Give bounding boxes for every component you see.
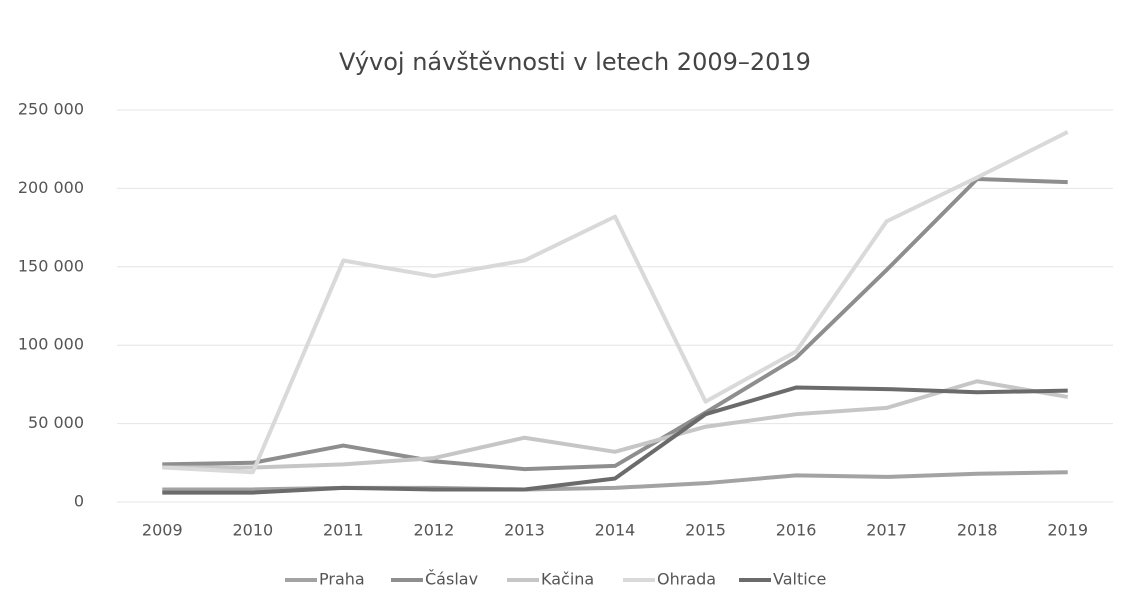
chart-title: Vývoj návštěvnosti v letech 2009–2019 [339,48,811,76]
legend-label: Kačina [541,570,594,589]
y-tick-label: 100 000 [18,335,84,354]
series-line [162,379,1069,470]
y-tick-label: 250 000 [18,100,84,119]
y-tick-label: 50 000 [28,413,84,432]
series-line [162,470,1068,492]
series-line [162,385,1068,495]
x-tick-label: 2015 [685,521,726,540]
legend-label: Valtice [773,570,826,589]
series-line [162,176,1068,472]
x-tick-label: 2011 [323,521,364,540]
x-tick-label: 2013 [504,521,545,540]
x-tick-label: 2014 [595,521,636,540]
legend-label: Ohrada [657,570,716,589]
x-tick-label: 2019 [1047,521,1088,540]
y-tick-label: 0 [74,492,84,511]
legend-label: Praha [319,570,365,589]
x-tick-label: 2009 [142,521,183,540]
y-tick-label: 200 000 [18,178,84,197]
x-tick-label: 2012 [414,521,455,540]
x-tick-label: 2010 [232,521,273,540]
legend-label: Čáslav [425,570,478,589]
x-tick-label: 2017 [866,521,907,540]
series-line [162,130,1069,475]
x-tick-label: 2016 [776,521,817,540]
x-tick-label: 2018 [957,521,998,540]
y-tick-label: 150 000 [18,256,84,275]
